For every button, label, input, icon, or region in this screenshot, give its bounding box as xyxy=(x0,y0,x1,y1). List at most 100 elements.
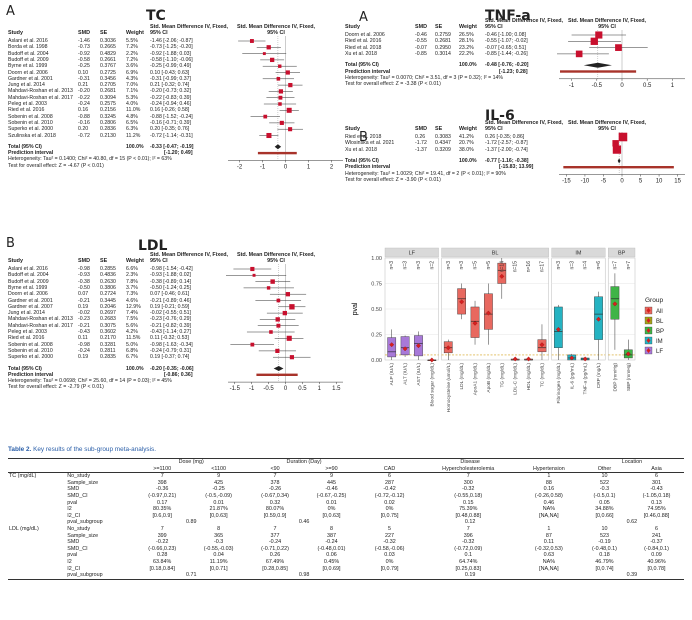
block-name xyxy=(8,486,66,493)
study-value: -0.93 xyxy=(78,272,90,279)
x-tick-label: -5 xyxy=(601,179,607,185)
table-cell: 0% xyxy=(327,506,336,513)
pooled-diamond xyxy=(273,366,284,371)
study-value: 20.7% xyxy=(459,140,474,147)
x-tick-label: 2 xyxy=(330,164,334,170)
overall-effect-text: Test for overall effect: Z = -4.67 (P < … xyxy=(8,162,104,169)
table-cell xyxy=(66,457,135,466)
study-name: Mahdavi-Roshan et al. 2017 xyxy=(8,322,73,329)
study-value: 0.2683 xyxy=(100,316,116,323)
study-point xyxy=(289,304,295,310)
table-cell: 0.03 xyxy=(384,552,395,559)
prediction-label: Prediction interval xyxy=(345,68,391,75)
study-point xyxy=(278,102,282,106)
study-point xyxy=(276,323,281,328)
study-point xyxy=(286,107,292,113)
study-name: Doorn et al. 2006 xyxy=(345,32,385,38)
study-name: Byrne et al. 1999 xyxy=(8,63,48,70)
row-label: SMD_CI xyxy=(67,492,88,499)
prediction-bar xyxy=(563,166,674,169)
table-cell: -0.37 xyxy=(650,539,663,546)
table-cell: 0.02 xyxy=(384,499,395,506)
study-value: 0.4347 xyxy=(435,140,451,147)
study-value: -0.21 xyxy=(78,322,90,329)
table-cell: (-0.48,0.1) xyxy=(592,545,617,552)
study-value: 4.2% xyxy=(126,329,138,335)
table-cell: 80.35% xyxy=(153,506,172,513)
box xyxy=(400,336,410,356)
table-cell: 0.63 xyxy=(543,552,555,559)
col-header-study: Study xyxy=(8,30,23,36)
y-axis-label: pval xyxy=(352,302,359,315)
study-value: -0.38 [-0.89; 0.14] xyxy=(150,278,191,285)
n-label: n=4 xyxy=(583,261,589,270)
col-header-effect-plot: Std. Mean Difference IV, Fixed, 95% CI xyxy=(237,24,315,37)
table-cell: (-0.58,-0.06) xyxy=(374,545,405,552)
study-value: 0.2130 xyxy=(100,132,116,139)
study-value: 0.2630 xyxy=(100,278,116,285)
block-name: LDL (mg/dL) xyxy=(9,525,39,532)
n-label: n=2 xyxy=(429,261,435,270)
row-label: pval_subgroup xyxy=(66,572,135,580)
study-value: -0.55 [-1.07; -0.02] xyxy=(485,38,528,45)
study-value: 0.10 xyxy=(78,69,89,76)
table-cell: 80.07% xyxy=(265,506,285,513)
table-cell: (-0.67,-0.25) xyxy=(316,492,347,499)
study-value: 11.2% xyxy=(126,132,141,139)
table-cell: [0,0.78] xyxy=(647,565,666,572)
study-value: 0.2950 xyxy=(435,44,451,51)
study-name: Superko et al. 2000 xyxy=(8,126,53,133)
x-category-label: LDL-C (mg/dL) xyxy=(513,363,519,395)
table-cell: (-1.05,0.18) xyxy=(642,492,671,499)
col-header-effect-plot: Std. Mean Difference IV, Fixed, 95% CI xyxy=(237,252,315,265)
x-tick-label: 10 xyxy=(656,179,663,185)
table-caption: Table 2. Key results of the sub-group me… xyxy=(8,446,156,453)
table-cell: 6 xyxy=(655,525,659,532)
study-point xyxy=(288,127,293,132)
col-header: >=1100 xyxy=(134,465,190,474)
study-name: Budoff et al. 2004 xyxy=(8,50,49,57)
group-header: Disease xyxy=(360,457,580,466)
table-cell: 10 xyxy=(601,525,608,532)
legend-entry: IM xyxy=(656,339,663,345)
study-value: -1.46 xyxy=(78,38,90,44)
table-cell: 0.32 xyxy=(269,499,281,506)
table-cell: (-0.66,0.23) xyxy=(148,545,177,552)
legend-marker xyxy=(646,318,651,323)
study-value: 2.2% xyxy=(126,50,138,57)
table-cell: 0.1 xyxy=(464,552,472,559)
study-value: -0.98 [-1.63; -0.34] xyxy=(150,341,193,348)
col-header: >=90 xyxy=(302,465,361,474)
study-value: 0.2835 xyxy=(100,354,116,361)
study-point xyxy=(278,89,284,94)
x-tick-label: 1 xyxy=(671,83,675,89)
table-cell: 9 xyxy=(329,473,333,480)
study-point xyxy=(612,145,622,154)
table-row: SMD -0.22 -0.3 -0.24 -0.24 -0.32 -0.32 0.11 -0.1… xyxy=(8,539,684,546)
heterogeneity-text: Heterogeneity: Tau² = 0.0698; Chi² = 25.… xyxy=(8,378,172,385)
study-name: Jung et al. 2014 xyxy=(8,310,45,317)
total-label: Total (95% CI) xyxy=(345,157,379,164)
prediction-effect: [-0.86; 0.36] xyxy=(164,371,193,378)
study-value: 0.2046 xyxy=(100,303,116,310)
study-value: 0.4829 xyxy=(100,50,116,57)
total-weight: 100.0% xyxy=(126,143,144,150)
x-tick-label: 0 xyxy=(620,83,624,89)
study-value: -0.21 xyxy=(78,297,90,304)
facet-label: LF xyxy=(409,251,416,257)
study-point xyxy=(615,44,622,51)
table-cell: 0.89 xyxy=(185,519,197,526)
study-value: -0.07 [-0.65; 0.51] xyxy=(485,44,526,51)
table-cell: 398 xyxy=(157,479,167,486)
block-name xyxy=(8,480,66,487)
table-cell: 7 xyxy=(466,473,470,480)
study-value: 22.2% xyxy=(459,50,474,57)
row-label: SMD xyxy=(67,539,80,546)
col-header-smd: SMD xyxy=(415,126,427,132)
study-value: -0.23 xyxy=(78,316,90,323)
study-name: Sobenin et al. 2010 xyxy=(8,347,53,354)
study-value: -0.92 xyxy=(78,50,90,57)
x-category-label: ApoB (mg/dL) xyxy=(486,363,492,393)
n-label: n=3 xyxy=(446,261,452,270)
